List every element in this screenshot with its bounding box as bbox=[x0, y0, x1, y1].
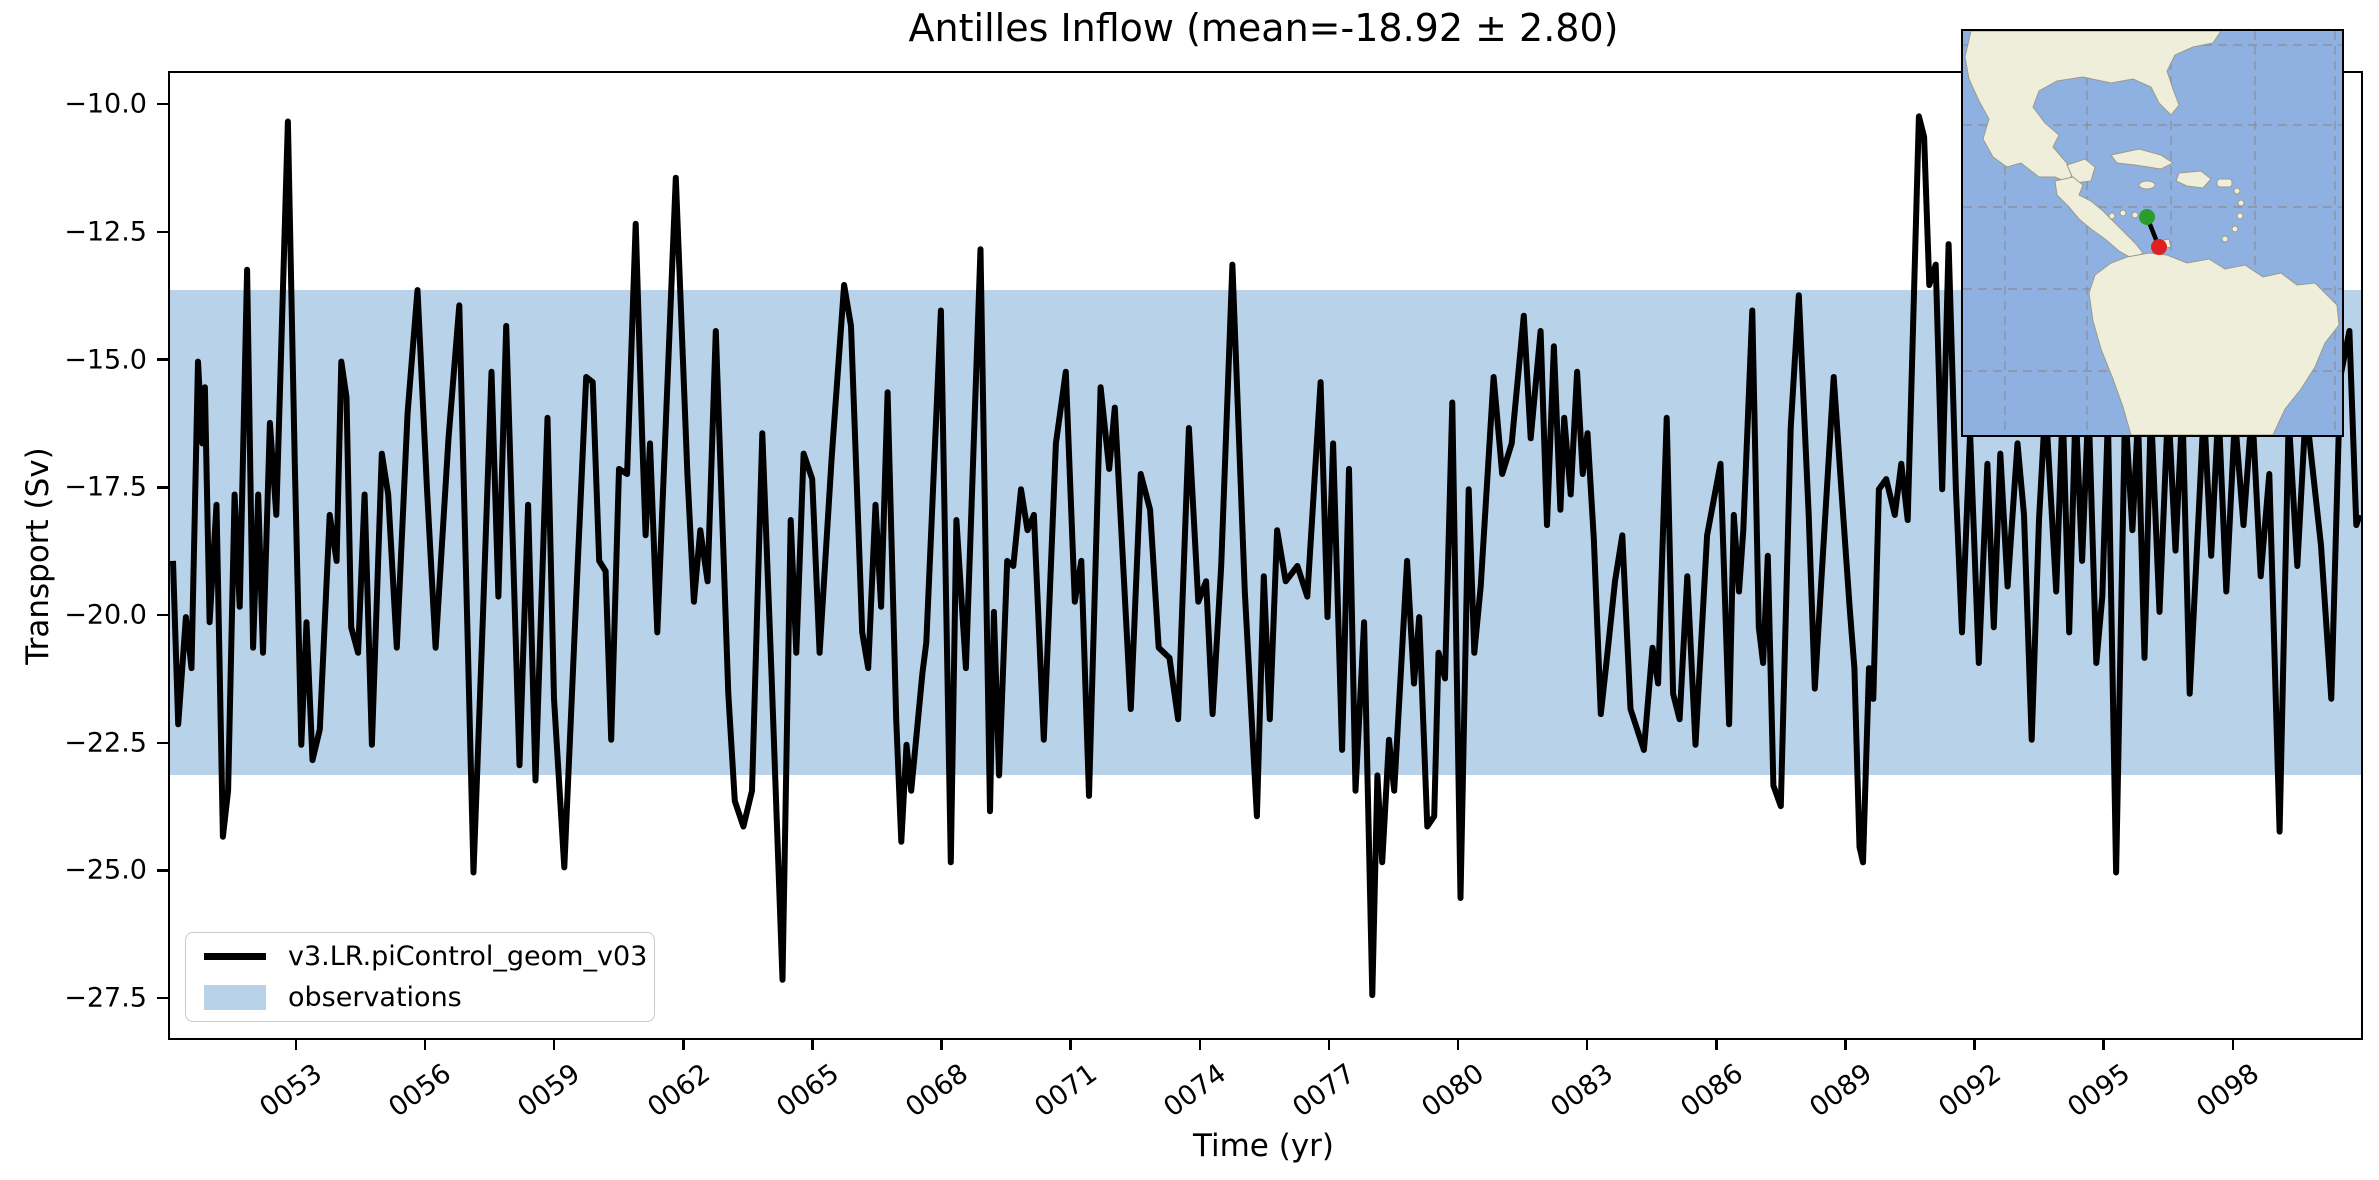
x-tick-mark bbox=[811, 1038, 814, 1050]
north-america-landmass bbox=[1964, 30, 2222, 184]
x-tick-label: 0059 bbox=[512, 1058, 587, 1124]
x-tick-label: 0086 bbox=[1674, 1058, 1749, 1124]
jamaica-island bbox=[2138, 180, 2156, 190]
x-tick-mark bbox=[1585, 1038, 1589, 1050]
x-tick-mark bbox=[1715, 1038, 1718, 1050]
x-tick-mark bbox=[294, 1038, 298, 1050]
inset-map-svg bbox=[1963, 30, 2342, 436]
x-tick-label: 0098 bbox=[2191, 1058, 2266, 1124]
x-tick-mark bbox=[2102, 1038, 2105, 1050]
y-tick-label: −25.0 bbox=[64, 854, 147, 886]
y-tick-mark bbox=[157, 230, 168, 234]
x-tick-mark bbox=[1456, 1038, 1460, 1050]
y-tick-label: −20.0 bbox=[64, 599, 147, 631]
location-inset-map bbox=[1961, 29, 2344, 437]
x-tick-label: 0053 bbox=[254, 1058, 329, 1124]
y-tick-mark bbox=[157, 102, 168, 106]
y-tick-mark bbox=[157, 613, 168, 617]
legend-item-observations: observations bbox=[186, 982, 654, 1014]
legend: v3.LR.piControl_geom_v03 observations bbox=[185, 932, 655, 1022]
x-tick-label: 0083 bbox=[1545, 1058, 1620, 1124]
x-tick-label: 0074 bbox=[1158, 1058, 1233, 1124]
map-landmasses bbox=[1964, 30, 2340, 436]
x-tick-mark bbox=[1844, 1038, 1847, 1050]
y-tick-label: −12.5 bbox=[64, 216, 147, 248]
x-tick-label: 0077 bbox=[1287, 1058, 1362, 1124]
y-tick-label: −15.0 bbox=[64, 344, 147, 376]
x-tick-label: 0095 bbox=[2062, 1058, 2136, 1124]
central-america-landmass bbox=[2054, 176, 2144, 260]
x-tick-mark bbox=[1327, 1038, 1331, 1050]
y-tick-label: −10.0 bbox=[64, 88, 147, 120]
transport-series-line bbox=[170, 113, 2361, 999]
y-tick-mark bbox=[157, 358, 168, 361]
x-tick-mark bbox=[1198, 1038, 1202, 1050]
legend-patch-swatch bbox=[204, 985, 266, 1010]
transect-start-green-dot bbox=[2139, 209, 2155, 225]
x-tick-label: 0065 bbox=[770, 1058, 845, 1124]
transect-end-red-dot bbox=[2151, 239, 2167, 255]
x-tick-label: 0080 bbox=[1416, 1058, 1491, 1124]
x-tick-mark bbox=[423, 1038, 427, 1050]
x-axis-label: Time (yr) bbox=[1193, 1128, 1334, 1164]
y-tick-label: −27.5 bbox=[64, 982, 147, 1014]
x-tick-mark bbox=[940, 1038, 943, 1050]
timeseries-svg bbox=[170, 113, 2361, 999]
y-tick-mark bbox=[157, 741, 168, 745]
x-tick-mark bbox=[2231, 1038, 2235, 1050]
legend-item-series: v3.LR.piControl_geom_v03 bbox=[186, 941, 654, 973]
legend-series-label: v3.LR.piControl_geom_v03 bbox=[288, 941, 648, 972]
hispaniola-island bbox=[2175, 170, 2212, 189]
x-tick-label: 0056 bbox=[383, 1058, 458, 1124]
lesser-antilles-islands bbox=[2108, 187, 2245, 243]
x-tick-label: 0071 bbox=[1029, 1058, 1103, 1124]
y-tick-mark bbox=[157, 486, 168, 489]
x-tick-label: 0062 bbox=[641, 1058, 716, 1124]
cuba-island bbox=[2110, 148, 2174, 170]
legend-observations-label: observations bbox=[288, 982, 462, 1013]
x-tick-mark bbox=[1973, 1038, 1976, 1050]
x-tick-mark bbox=[682, 1038, 685, 1050]
y-tick-mark bbox=[157, 996, 168, 1000]
x-tick-label: 0068 bbox=[899, 1058, 974, 1124]
x-tick-label: 0092 bbox=[1933, 1058, 2007, 1124]
chart-title: Antilles Inflow (mean=-18.92 ± 2.80) bbox=[908, 6, 1619, 50]
x-tick-mark bbox=[1069, 1038, 1072, 1050]
y-tick-mark bbox=[157, 869, 168, 872]
y-tick-label: −22.5 bbox=[64, 727, 147, 759]
puerto-rico-island bbox=[2216, 178, 2233, 188]
x-tick-mark bbox=[552, 1038, 556, 1050]
x-tick-label: 0089 bbox=[1803, 1058, 1878, 1124]
y-tick-label: −17.5 bbox=[64, 471, 147, 503]
legend-line-swatch bbox=[204, 953, 266, 960]
